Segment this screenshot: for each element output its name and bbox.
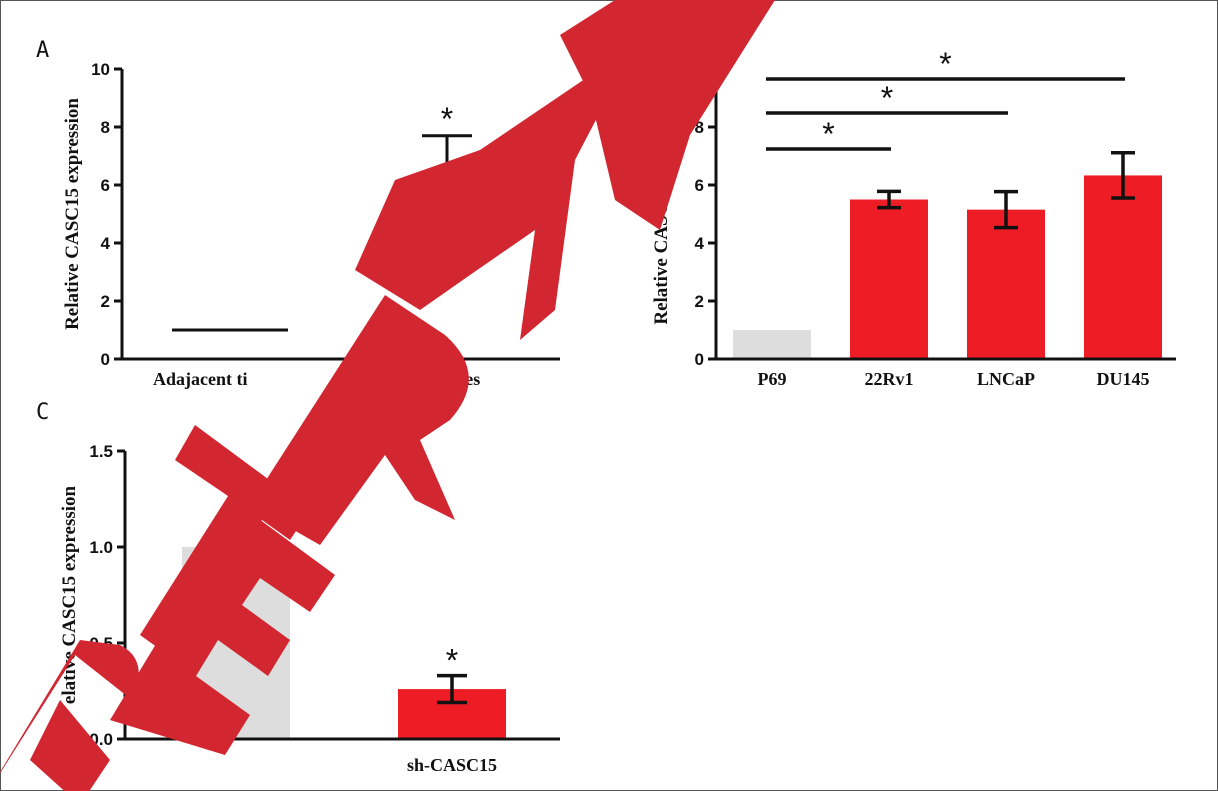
retracted-watermark — [0, 0, 775, 791]
significance-star: * — [446, 643, 458, 679]
bar-du145 — [1084, 175, 1162, 359]
category-label-sh-casc15: sh-CASC15 — [407, 755, 497, 775]
panel-0-y-tick-label-5: 10 — [91, 60, 110, 79]
panel-0-y-tick-label-4: 8 — [101, 118, 110, 137]
panel-1-y-tick-label-1: 2 — [695, 292, 704, 311]
significance-star-2: * — [939, 46, 951, 82]
watermark-letter-a — [355, 45, 635, 340]
panel-b-axes — [714, 69, 1176, 361]
panel-a-y-axis-label: Relative CASC15 expression — [62, 98, 83, 330]
panel-2-y-tick-label-3: 1.5 — [89, 442, 113, 461]
error-bar-du145 — [1111, 151, 1135, 200]
panel-c-letter: C — [36, 400, 49, 425]
error-bar-22rv1 — [877, 189, 901, 210]
panel-0-y-tick-label-3: 6 — [101, 176, 110, 195]
category-label-22rv1: 22Rv1 — [865, 369, 914, 389]
panel-2-y-tick-label-2: 1.0 — [89, 538, 113, 557]
panel-1-y-tick-label-2: 4 — [695, 234, 705, 253]
panel-1-y-tick-label-4: 8 — [695, 118, 704, 137]
category-label-p69: P69 — [758, 369, 787, 389]
error-bar-sh-casc15 — [437, 673, 467, 705]
bar-22rv1 — [850, 199, 928, 359]
significance-star-0: * — [822, 116, 834, 152]
panel-b-category-labels: P69 22Rv1 LNCaP DU145 — [758, 369, 1150, 389]
watermark-letter-r-leg — [30, 700, 110, 791]
bar-p69 — [733, 330, 811, 359]
error-bar-lncap — [994, 189, 1018, 230]
panel-b-marks — [733, 151, 1162, 359]
panel-a-letter: A — [36, 38, 49, 63]
bar-lncap — [967, 209, 1045, 359]
panel-1-y-tick-label-0: 0 — [695, 350, 704, 369]
panel-c-axes — [123, 451, 560, 741]
watermark-letter-r — [0, 640, 139, 774]
panel-c-category-labels: sh-CASC15 — [407, 755, 497, 775]
panel-a-category-label-adjacent: Adajacent ti — [153, 369, 247, 389]
panel-0-y-tick-label-1: 2 — [101, 292, 110, 311]
category-label-lncap: LNCaP — [977, 369, 1035, 389]
panel-0-y-tick-label-2: 4 — [101, 234, 111, 253]
panel-1-y-tick-label-3: 6 — [695, 176, 704, 195]
significance-star-1: * — [881, 80, 893, 116]
panel-b-significance: * * * — [766, 46, 1125, 152]
watermark-letter-tail — [560, 0, 775, 230]
watermark-letter-r2 — [250, 295, 469, 545]
panel-0-y-tick-label-0: 0 — [101, 350, 110, 369]
watermark-letter-e — [110, 505, 335, 755]
category-label-du145: DU145 — [1097, 369, 1150, 389]
panel-a-significance-star: * — [441, 101, 453, 137]
panel-c-significance: * — [446, 643, 458, 679]
